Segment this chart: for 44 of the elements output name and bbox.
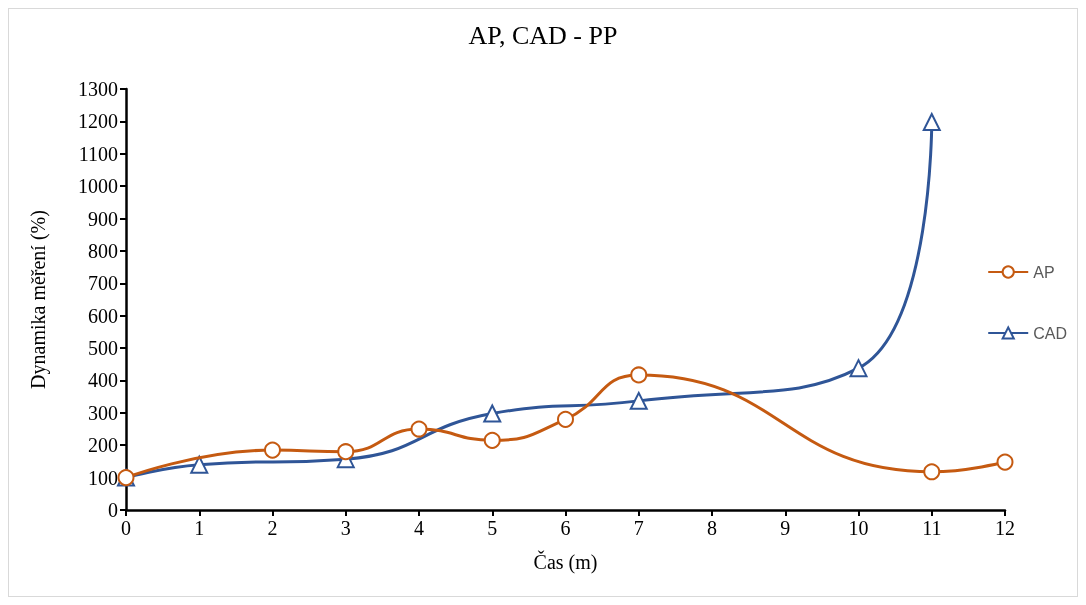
x-tick-label: 6 <box>560 517 571 539</box>
point <box>483 431 501 449</box>
point <box>996 453 1014 471</box>
y-tick-label: 1000 <box>78 175 118 198</box>
point <box>337 443 355 461</box>
legend-label: AP <box>1033 263 1055 281</box>
y-tick-label: 300 <box>88 401 118 424</box>
point <box>557 410 574 428</box>
point <box>410 420 428 438</box>
y-axis-title: Dynamika měření (%) <box>27 210 50 389</box>
y-tick-label: 100 <box>88 466 118 489</box>
y-tick-label: 900 <box>88 207 118 230</box>
point <box>849 359 868 378</box>
legend-label: CAD <box>1033 324 1067 342</box>
point <box>190 455 209 474</box>
y-tick-label: 500 <box>88 337 118 360</box>
x-axis-title: Čas (m) <box>533 550 598 574</box>
y-tick-label: 400 <box>88 369 118 392</box>
x-tick-label: 3 <box>340 517 351 539</box>
x-tick-label: 12 <box>995 517 1015 539</box>
x-tick-label: 5 <box>487 517 498 539</box>
y-tick-label: 1100 <box>78 142 118 165</box>
x-tick-label: 1 <box>194 517 205 539</box>
y-tick-label: 800 <box>88 239 118 262</box>
x-tick-label: 10 <box>848 517 869 539</box>
point <box>264 441 281 459</box>
point <box>923 463 941 481</box>
x-tick-label: 4 <box>414 517 424 539</box>
chart-title: AP, CAD - PP <box>468 20 618 50</box>
x-tick-label: 8 <box>707 517 717 539</box>
x-tick-label: 7 <box>633 517 644 539</box>
y-tick-label: 1300 <box>78 78 118 100</box>
y-tick-label: 0 <box>108 499 118 521</box>
point <box>922 113 941 132</box>
point <box>483 404 502 423</box>
point <box>629 391 648 410</box>
x-tick-label: 11 <box>922 517 942 539</box>
point <box>630 366 648 384</box>
x-tick-label: 9 <box>780 517 791 539</box>
x-tick-label: 2 <box>267 517 278 539</box>
y-tick-label: 700 <box>88 272 118 295</box>
y-tick-label: 1200 <box>78 110 118 133</box>
y-tick-label: 200 <box>88 434 118 457</box>
y-tick-label: 600 <box>88 304 118 327</box>
